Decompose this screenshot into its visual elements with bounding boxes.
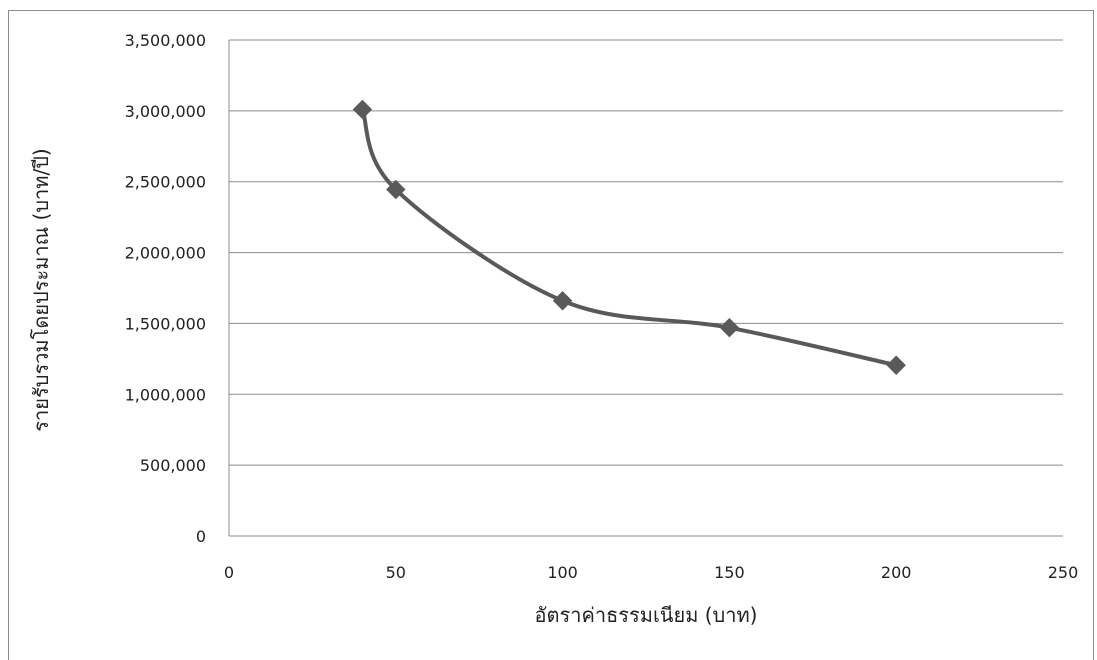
x-axis-title: อัตราค่าธรรมเนียม (บาท) bbox=[535, 603, 758, 627]
gridlines bbox=[229, 39, 1063, 466]
data-markers bbox=[352, 99, 906, 375]
x-tick-label: 200 bbox=[881, 563, 912, 582]
y-tick-label: 2,000,000 bbox=[125, 244, 206, 263]
x-tick-label: 150 bbox=[714, 563, 745, 582]
axes bbox=[228, 40, 1063, 537]
y-tick-label: 3,500,000 bbox=[125, 31, 206, 50]
y-axis-tick-labels: 0 500,000 1,000,000 1,500,000 2,000,000 2,500… bbox=[125, 31, 206, 546]
x-tick-label: 250 bbox=[1048, 563, 1079, 582]
series-path bbox=[360, 107, 899, 368]
x-axis-tick-labels: 0 50 100 150 200 250 bbox=[224, 563, 1078, 582]
y-tick-label: 1,000,000 bbox=[125, 385, 206, 404]
data-point-marker bbox=[552, 291, 573, 311]
data-point-marker bbox=[386, 179, 406, 200]
y-tick-label: 1,500,000 bbox=[125, 314, 206, 333]
series-line bbox=[360, 107, 899, 368]
y-tick-label: 3,000,000 bbox=[125, 102, 206, 121]
x-tick-label: 100 bbox=[547, 563, 578, 582]
y-tick-label: 500,000 bbox=[140, 456, 206, 475]
x-tick-label: 0 bbox=[224, 563, 234, 582]
y-tick-label: 2,500,000 bbox=[125, 173, 206, 192]
y-tick-label: 0 bbox=[196, 527, 206, 546]
x-tick-label: 50 bbox=[386, 563, 406, 582]
data-point-marker bbox=[886, 355, 906, 375]
data-point-marker bbox=[352, 99, 373, 120]
y-axis-title: รายรับรวมโดยประมาณ (บาท/ปี) bbox=[29, 148, 53, 431]
data-point-marker bbox=[719, 317, 740, 338]
chart-frame bbox=[8, 10, 1094, 660]
